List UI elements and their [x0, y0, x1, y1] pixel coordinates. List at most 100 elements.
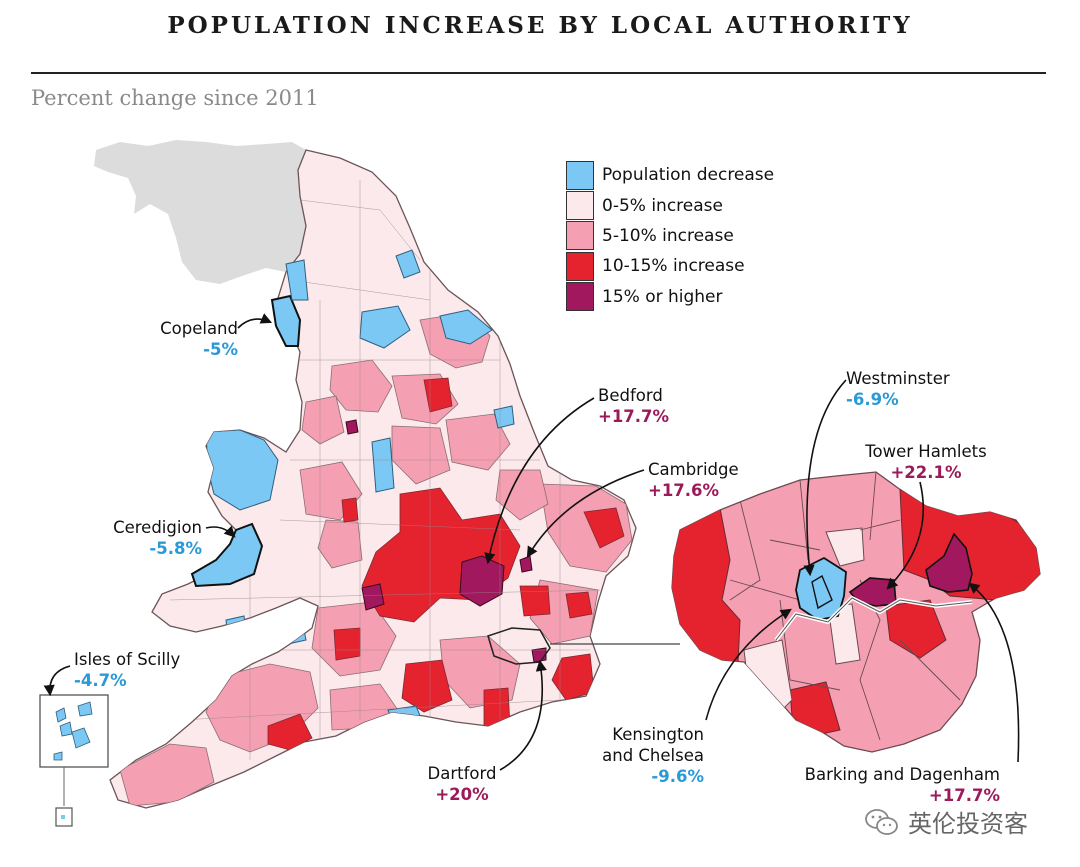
annotation-cambridge: Cambridge +17.6%	[648, 459, 739, 501]
annotation-name: Copeland	[160, 319, 238, 338]
annotation-isles-of-scilly: Isles of Scilly -4.7%	[74, 649, 180, 691]
london-borough-kensington	[811, 574, 833, 610]
annotation-bedford: Bedford +17.7%	[598, 385, 669, 427]
region-decrease	[371, 437, 395, 493]
annotation-value: +22.1%	[890, 463, 962, 482]
watermark-text: 英伦投资客	[908, 810, 1028, 838]
wechat-icon	[865, 808, 898, 835]
title-rule	[31, 72, 1046, 74]
tower-hamlets-leader	[886, 481, 925, 590]
london-outline-mainmap	[487, 627, 551, 665]
region-10-15	[341, 497, 359, 523]
annotation-name: Cambridge	[648, 460, 739, 479]
annotation-name: Bedford	[598, 386, 663, 405]
region-15-plus	[361, 583, 385, 611]
region-5-10	[391, 425, 451, 485]
region-copeland	[270, 294, 302, 347]
scilly-island	[71, 727, 91, 749]
dartford-leader	[499, 659, 547, 771]
london-borough-barking	[925, 532, 973, 593]
annotation-value: -9.6%	[651, 767, 704, 786]
cambridge-leader	[526, 469, 645, 558]
annotation-value: -4.7%	[74, 671, 127, 690]
legend-item-5-10: 5-10% increase	[566, 221, 774, 251]
barking-leader	[968, 582, 1020, 763]
region-10-15	[401, 659, 453, 713]
region-decrease	[281, 609, 307, 645]
scilly-island	[59, 721, 73, 737]
annotation-name: Isles of Scilly	[74, 650, 181, 669]
region-ceredigion	[190, 522, 264, 588]
legend-item-decrease: Population decrease	[566, 160, 774, 190]
region-decrease	[439, 309, 493, 345]
legend-item-0-5: 0-5% increase	[566, 190, 774, 221]
region-10-15	[583, 507, 625, 549]
annotation-tower-hamlets: Tower Hamlets +22.1%	[858, 441, 994, 483]
london-borough-0-5	[825, 527, 865, 567]
annotation-dartford: Dartford +20%	[420, 763, 504, 805]
annotation-name: Westminster	[846, 369, 950, 388]
annotation-name: Tower Hamlets	[865, 442, 987, 461]
region-decrease	[395, 249, 421, 279]
westminster-leader	[803, 379, 847, 577]
scilly-leader	[43, 665, 71, 697]
ceredigion-leader	[205, 525, 236, 538]
london-borough-10-15	[789, 681, 841, 737]
region-5-10	[301, 395, 345, 445]
annotation-value: -5%	[203, 340, 238, 359]
region-5-10	[495, 469, 549, 521]
england-wales-base	[109, 149, 637, 809]
region-10-15	[483, 687, 511, 729]
annotation-kensington-chelsea: Kensington and Chelsea -9.6%	[596, 724, 704, 787]
annotation-value: -6.9%	[846, 390, 899, 409]
legend-item-10-15: 10-15% increase	[566, 251, 774, 281]
scilly-island	[55, 707, 67, 723]
legend: Population decrease 0-5% increase 5-10% …	[566, 160, 774, 312]
legend-swatch	[566, 160, 594, 190]
legend-label: 5-10% increase	[602, 225, 734, 246]
region-10-15	[565, 591, 593, 619]
region-decrease	[359, 305, 411, 349]
chart-title: POPULATION INCREASE BY LOCAL AUTHORITY	[167, 12, 913, 39]
region-10-15	[423, 377, 453, 413]
region-5-10	[119, 743, 215, 807]
legend-item-15-plus: 15% or higher	[566, 282, 774, 312]
annotation-copeland: Copeland -5%	[140, 318, 238, 360]
scotland-landmass	[94, 140, 306, 284]
london-borough-10-15	[885, 599, 947, 659]
legend-label: 0-5% increase	[602, 195, 723, 216]
bedford-leader	[484, 397, 595, 565]
annotation-westminster: Westminster -6.9%	[846, 368, 950, 410]
annotation-value: -5.8%	[149, 539, 202, 558]
copeland-leader	[237, 313, 273, 329]
region-decrease	[493, 405, 515, 429]
kensington-leader	[705, 608, 792, 721]
annotation-name: Kensington	[612, 725, 704, 744]
region-15-plus	[345, 419, 359, 435]
chart-subtitle: Percent change since 2011	[31, 86, 319, 110]
annotation-value: +20%	[435, 785, 489, 804]
annotation-name: Dartford	[427, 764, 497, 783]
region-10-15	[333, 627, 361, 661]
annotation-value: +17.7%	[928, 786, 1000, 805]
legend-label: Population decrease	[602, 165, 775, 186]
legend-swatch	[566, 191, 594, 221]
annotation-ceredigion: Ceredigion -5.8%	[96, 517, 202, 559]
legend-swatch	[566, 251, 594, 281]
annotation-value: +17.6%	[648, 481, 720, 500]
annotation-name-line2: and Chelsea	[602, 746, 704, 765]
legend-label: 15% or higher	[602, 286, 723, 307]
legend-label: 10-15% increase	[602, 256, 745, 277]
region-5-10	[317, 519, 363, 569]
london-inset	[671, 471, 1041, 753]
scilly-island	[53, 751, 63, 761]
authority-regions	[119, 180, 633, 807]
region-10-15	[519, 585, 551, 617]
region-decrease-cumbria	[285, 259, 309, 301]
watermark: 英伦投资客	[864, 804, 1028, 839]
region-5-10	[445, 413, 511, 471]
region-15-plus	[519, 555, 533, 573]
annotation-name: Barking and Dagenham	[804, 765, 1000, 784]
region-10-15	[551, 653, 595, 701]
legend-swatch	[566, 282, 594, 312]
